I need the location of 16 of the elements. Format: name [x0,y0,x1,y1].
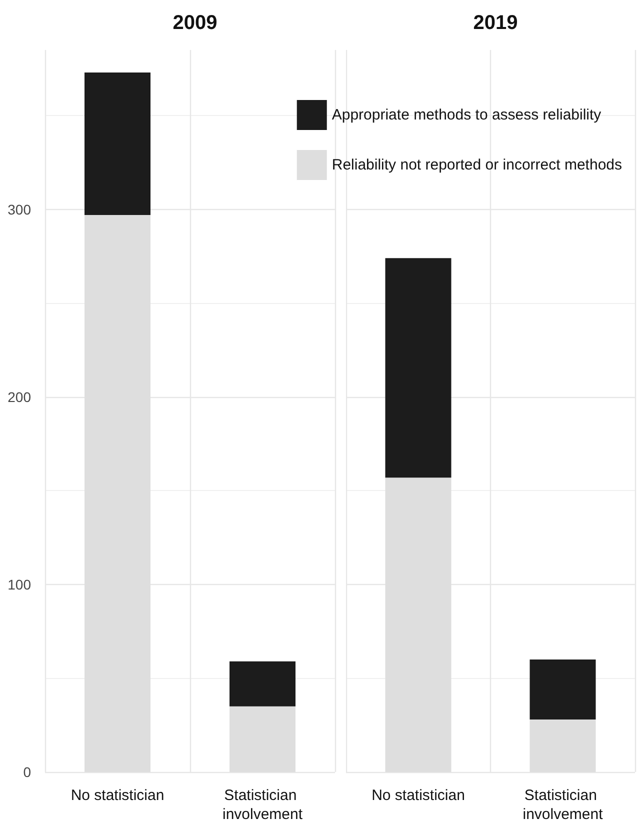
legend-label: Appropriate methods to assess reliability [332,106,602,124]
bar [84,72,150,216]
chart-title: 2019 [473,12,518,34]
x-tick-label: Statistician involvement [522,787,604,823]
x-tick-label: No statistician [70,787,164,804]
y-tick-label: 0 [23,764,32,780]
chart-title: 2009 [172,12,218,34]
y-tick-label: 200 [8,388,32,405]
x-tick-label: Statistician involvement [222,787,304,823]
legend-label: Reliability not reported or incorrect methods [332,156,622,174]
bar [230,661,296,706]
bar [385,258,452,478]
y-tick-label: 300 [8,201,32,218]
bar [530,659,596,720]
y-tick-label: 100 [8,576,32,592]
x-tick-label: No statistician [372,787,465,804]
